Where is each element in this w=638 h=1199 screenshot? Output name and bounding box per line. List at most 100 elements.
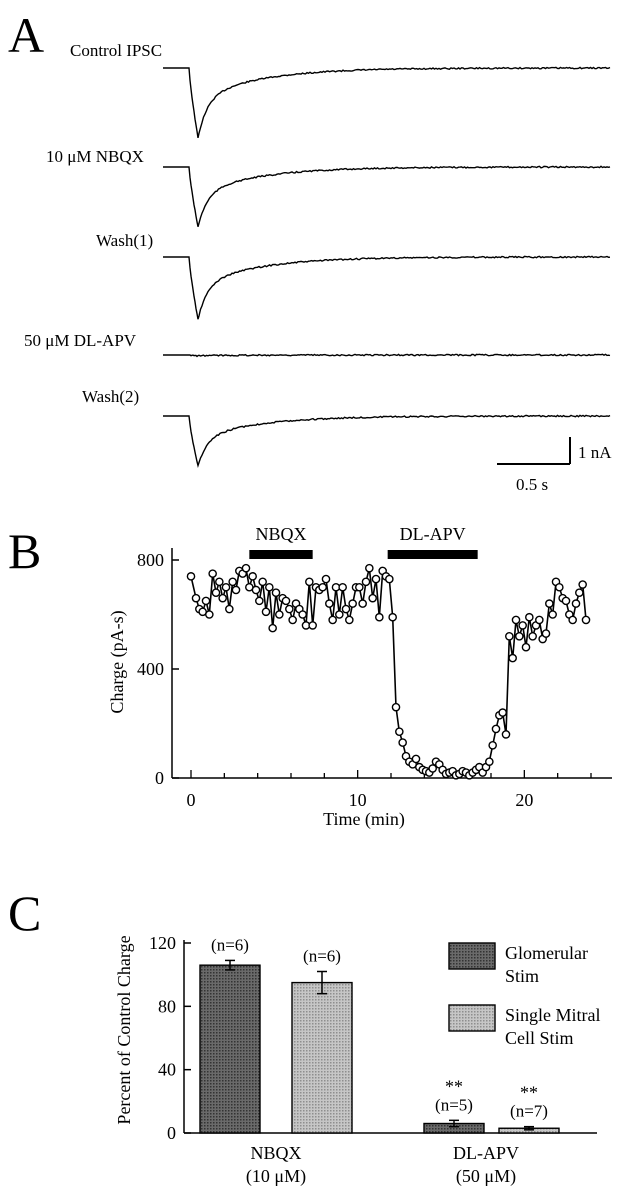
data-point [398,738,407,747]
data-point [505,632,514,641]
data-point [211,588,221,598]
ipsc-traces: Control IPSC 10 μM NBQX Wash(1) 50 μM DL-AP… [24,41,611,468]
data-point [388,612,397,622]
panel-c-y-ticks: 0 40 80 120 [149,933,191,1143]
data-point [275,610,284,619]
y-tick-label: 800 [137,550,164,570]
data-point [345,615,354,625]
panel-a: A Control IPSC 10 μM NBQX Wash(1) 50 μM DL-… [8,7,612,494]
x-tick-label: 0 [187,790,196,810]
panel-b-y-axis-label: Charge (pA-s) [107,610,128,713]
data-point [535,615,544,625]
data-point [328,615,337,625]
data-point [305,577,314,587]
n-label: (n=7) [510,1102,548,1121]
panel-c-legend: Glomerular Stim Single Mitral Cell Stim [448,942,601,1048]
data-point [508,653,517,663]
drug-bar-label: NBQX [255,524,306,544]
data-point [358,599,367,608]
data-point [231,585,241,595]
data-point [348,599,357,608]
data-point [491,724,501,734]
data-point [385,574,394,584]
trace-label: Wash(1) [96,231,153,250]
n-label: (n=6) [303,947,341,966]
data-point [575,588,584,598]
data-point [568,615,577,625]
data-point [411,754,421,764]
data-point [548,610,557,619]
data-point [241,563,251,573]
charge-series-points [186,563,591,780]
data-point [395,727,404,736]
data-point [285,604,294,614]
data-point [308,621,317,630]
data-point [325,599,334,608]
data-point [186,572,196,581]
ipsc-trace [163,414,611,468]
scale-bar: 1 nA 0.5 s [497,437,612,494]
data-point [361,577,371,587]
panel-b-x-ticks: 0 10 20 [187,770,592,810]
panel-b-drug-bars: NBQX DL-APV [249,524,478,559]
data-point [368,593,377,603]
data-point [208,569,217,578]
data-point [248,572,257,581]
trace-label: 10 μM NBQX [46,147,144,166]
data-point [571,599,581,608]
trace-label: Control IPSC [70,41,162,60]
ipsc-trace [163,353,611,358]
panel-b: B 0 400 800 0 10 20 NBQX DL-APV Charge (pA-s)… [8,523,612,830]
trace-label: 50 μM DL-APV [24,331,137,350]
data-point [545,599,554,608]
bar [199,964,261,1134]
panel-b-y-ticks: 0 400 800 [137,550,179,788]
bar [291,981,353,1134]
data-point [298,610,307,619]
significance-marker: ** [520,1083,538,1103]
data-point [215,577,224,587]
category-label: NBQX [250,1143,301,1163]
data-point [338,582,347,592]
data-point [225,604,234,614]
data-point [341,604,351,614]
data-point [265,582,274,592]
x-tick-label: 10 [349,790,367,810]
charge-series-line [190,565,587,777]
drug-application-bar [387,550,478,559]
category-sublabel: (50 μM) [456,1166,516,1187]
drug-bar-label: DL-APV [400,524,466,544]
data-point [555,582,564,592]
category-sublabel: (10 μM) [246,1166,306,1187]
panel-c-category-labels: NBQX (10 μM) DL-APV (50 μM) [246,1143,519,1187]
data-point [218,593,227,603]
data-point [321,574,331,584]
data-point [521,642,531,652]
y-tick-label: 80 [158,996,176,1016]
n-label: (n=5) [435,1095,473,1114]
legend-swatch [448,942,496,970]
panel-c-letter: C [8,885,41,941]
data-point [191,593,201,603]
y-tick-label: 0 [167,1123,176,1143]
data-point [511,615,521,625]
data-point [525,612,534,622]
data-point [335,610,344,619]
data-point [391,702,401,712]
category-label: DL-APV [453,1143,519,1163]
panel-b-x-axis-label: Time (min) [323,809,405,830]
data-point [501,730,511,739]
scale-bar-time-label: 0.5 s [516,475,548,494]
data-point [221,582,231,592]
ipsc-trace [163,66,611,139]
data-point [355,582,364,592]
y-tick-label: 0 [155,768,164,788]
panel-a-letter: A [8,7,44,63]
panel-c-y-axis-label: Percent of Control Charge [114,935,134,1124]
y-tick-label: 120 [149,933,176,953]
data-point [518,621,527,630]
data-point [485,757,494,766]
ipsc-trace [163,255,611,320]
data-point [365,563,374,573]
